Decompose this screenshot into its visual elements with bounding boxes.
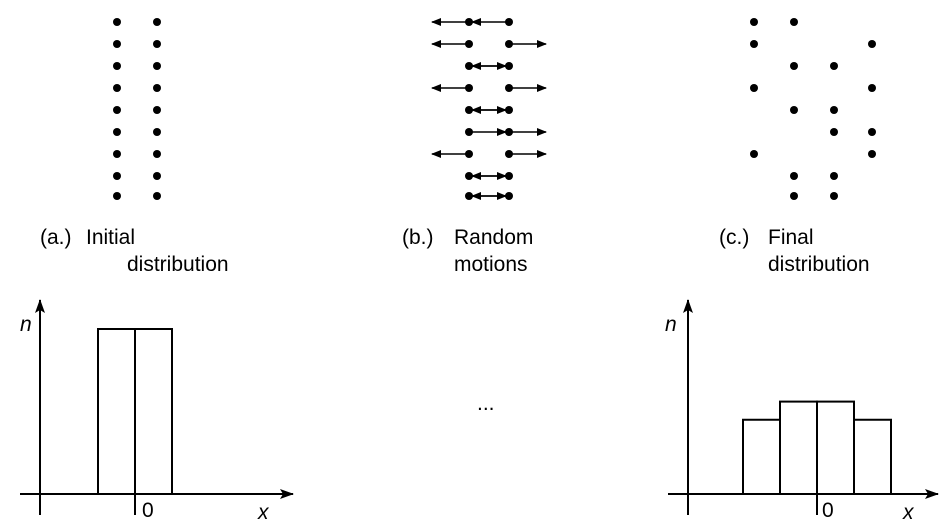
histogram-bars	[742, 400, 892, 496]
particle-dot	[153, 84, 161, 92]
caption-line-2: motions	[454, 253, 528, 276]
particle-dot	[790, 172, 798, 180]
particle-dot	[750, 84, 758, 92]
particle-dot	[113, 84, 121, 92]
caption-line-1: Final	[768, 226, 814, 249]
initial-particles	[113, 18, 161, 200]
particle-dot	[153, 192, 161, 200]
particle-dot	[868, 84, 876, 92]
histogram-bars	[97, 328, 173, 495]
caption-tag: (b.)	[402, 226, 434, 249]
x-axis-label: x	[902, 501, 915, 524]
histogram-bar	[742, 418, 781, 495]
histogram-bar	[779, 400, 818, 496]
caption-line-1: Initial	[86, 226, 136, 249]
caption-final: (c.) Final distribution	[719, 224, 919, 278]
particle-dot	[790, 62, 798, 70]
zero-label: 0	[142, 499, 154, 522]
caption-initial: (a.) Initial distribution	[40, 224, 240, 278]
histogram-bar	[816, 400, 855, 496]
initial-distribution-plot: n x 0	[20, 299, 294, 524]
zero-label: 0	[822, 499, 834, 522]
particle-dot	[153, 128, 161, 136]
caption-line-2: distribution	[127, 253, 229, 276]
particle-dot	[868, 128, 876, 136]
caption-random-motions: (b.) Random motions	[402, 224, 562, 278]
caption-line-1: Random	[454, 226, 534, 249]
caption-tag: (a.)	[40, 226, 72, 249]
particle-dot	[830, 106, 838, 114]
particle-dot	[790, 106, 798, 114]
particle-dot	[113, 18, 121, 26]
particle-dot	[750, 150, 758, 158]
particle-dot	[830, 172, 838, 180]
particle-dot	[153, 62, 161, 70]
particle-dot	[153, 18, 161, 26]
particle-dot	[750, 40, 758, 48]
particle-dot	[113, 128, 121, 136]
particle-dot	[153, 106, 161, 114]
histogram-bar	[134, 328, 173, 495]
caption-line-2: distribution	[768, 253, 870, 276]
particle-dot	[113, 62, 121, 70]
x-axis-label: x	[257, 501, 270, 524]
particle-dot	[113, 106, 121, 114]
histogram-bar	[97, 328, 136, 495]
particle-dot	[868, 40, 876, 48]
particle-dot	[153, 40, 161, 48]
particle-dot	[750, 18, 758, 26]
ellipsis: ...	[477, 392, 495, 415]
random-motion-arrows	[431, 18, 547, 200]
final-particles	[750, 18, 876, 200]
y-axis-label: n	[20, 313, 32, 336]
particle-dot	[153, 172, 161, 180]
final-distribution-plot: n x 0	[665, 299, 939, 524]
particle-dot	[113, 172, 121, 180]
particle-dot	[113, 40, 121, 48]
particle-dot	[113, 192, 121, 200]
y-axis-label: n	[665, 313, 677, 336]
particle-dot	[830, 62, 838, 70]
particle-dot	[830, 192, 838, 200]
histogram-bar	[853, 418, 892, 495]
particle-dot	[830, 128, 838, 136]
particle-dot	[153, 150, 161, 158]
caption-tag: (c.)	[719, 226, 750, 249]
particle-dot	[113, 150, 121, 158]
particle-dot	[868, 150, 876, 158]
particle-dot	[790, 192, 798, 200]
particle-dot	[790, 18, 798, 26]
